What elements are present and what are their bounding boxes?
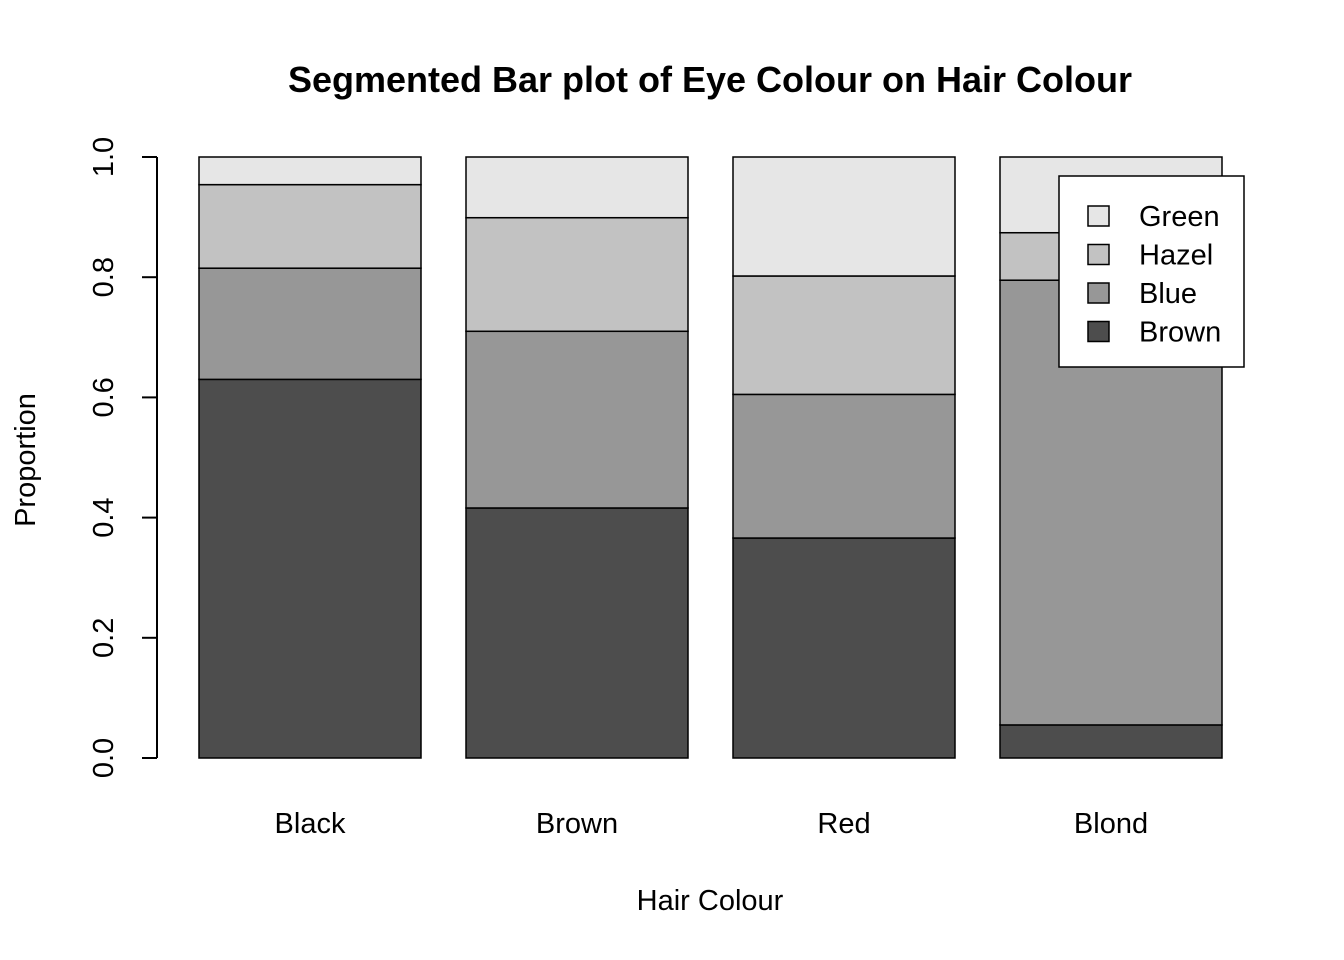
bar-segment-black-blue	[198, 267, 422, 381]
bar-segment-black-brown	[198, 378, 422, 759]
y-tick-label: 0.4	[88, 497, 120, 537]
y-tick-label: 0.2	[88, 618, 120, 658]
x-axis-label: Hair Colour	[637, 885, 784, 917]
bar-segment-red-brown	[732, 537, 956, 759]
bar-segment-brown-green	[465, 156, 689, 219]
x-tick-label-black: Black	[275, 808, 346, 840]
bar-segment-brown-blue	[465, 330, 689, 509]
x-tick-label-red: Red	[817, 808, 870, 840]
legend: Green Hazel Blue Brown	[1058, 175, 1245, 368]
y-axis-label: Proportion	[10, 393, 42, 527]
legend-swatch-brown	[1087, 320, 1110, 343]
y-tick-label: 0.0	[88, 738, 120, 778]
y-tick-label: 0.8	[88, 257, 120, 297]
legend-swatch-hazel	[1087, 243, 1110, 266]
x-tick-label-brown: Brown	[536, 808, 618, 840]
legend-label-blue: Blue	[1139, 278, 1197, 310]
legend-label-hazel: Hazel	[1139, 240, 1213, 272]
bar-segment-red-hazel	[732, 275, 956, 396]
bar-segment-red-blue	[732, 393, 956, 539]
bar-segment-black-green	[198, 156, 422, 186]
y-axis: 0.0 0.2 0.4 0.6 0.8 1.0	[88, 137, 158, 778]
bar-segment-black-hazel	[198, 183, 422, 269]
legend-swatch-green	[1087, 205, 1110, 227]
x-tick-labels: Black Brown Red Blond	[275, 808, 1149, 840]
bar-segment-brown-brown	[465, 507, 689, 759]
bars-group	[198, 156, 1223, 759]
bar-segment-blond-brown	[999, 724, 1223, 759]
legend-label-green: Green	[1139, 201, 1220, 233]
bar-segment-brown-hazel	[465, 216, 689, 333]
y-tick-label: 1.0	[88, 137, 120, 177]
bar-segment-red-green	[732, 156, 956, 277]
legend-swatch-blue	[1087, 282, 1110, 304]
legend-label-brown: Brown	[1139, 317, 1221, 349]
x-tick-label-blond: Blond	[1074, 808, 1148, 840]
chart-title: Segmented Bar plot of Eye Colour on Hair…	[288, 59, 1132, 100]
y-tick-label: 0.6	[88, 377, 120, 417]
